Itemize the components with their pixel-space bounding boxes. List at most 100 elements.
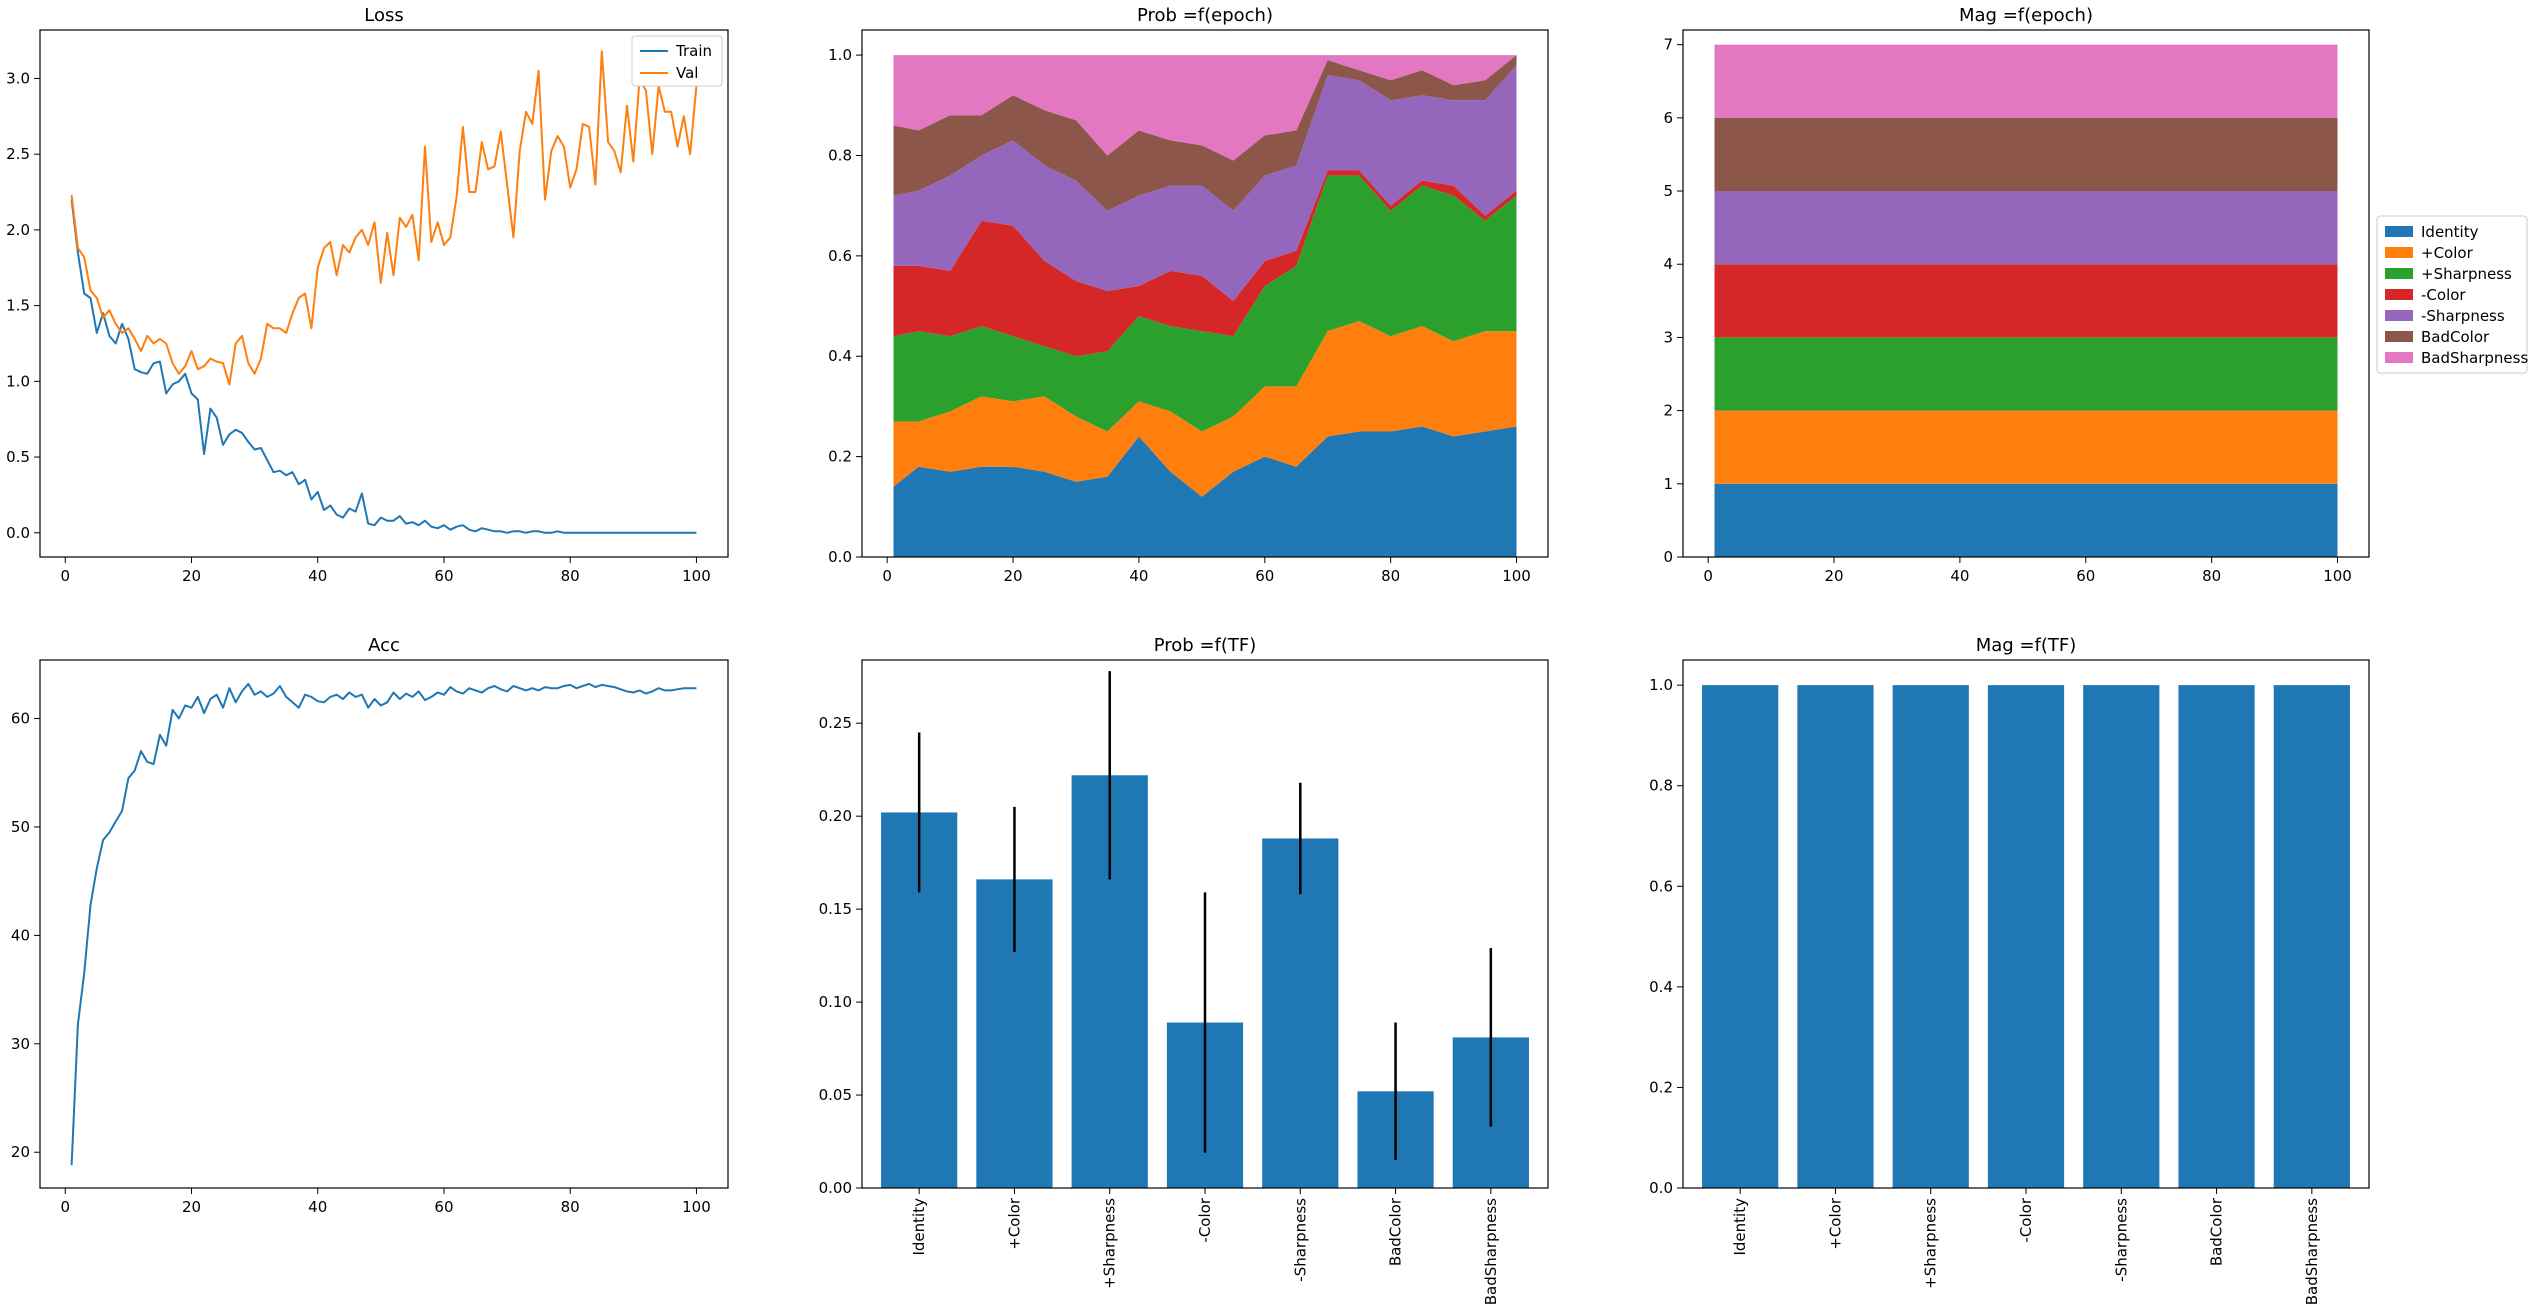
x-tick-label: 0	[60, 567, 70, 585]
chart-title: Mag =f(epoch)	[1959, 5, 2093, 26]
y-tick-label: 0.5	[6, 448, 30, 466]
area--color	[1714, 264, 2338, 338]
plot-area	[881, 671, 1529, 1188]
y-tick-label: 0.4	[828, 347, 852, 365]
legend-box	[2376, 215, 2528, 374]
bar--color	[1987, 685, 2065, 1188]
x-tick-label: 100	[1502, 567, 1531, 585]
bar--sharpness	[2083, 685, 2160, 1188]
x-tick-label: +Sharpness	[1101, 1198, 1119, 1289]
x-tick-label: 40	[1129, 567, 1148, 585]
y-tick-label: 7	[1663, 36, 1673, 54]
legend-label: Val	[676, 64, 698, 82]
y-tick-label: 6	[1663, 109, 1673, 127]
y-tick-label: 5	[1663, 182, 1673, 200]
y-tick-label: 1	[1663, 475, 1673, 493]
x-tick-label: 80	[2202, 567, 2221, 585]
x-tick-label: 100	[2323, 567, 2352, 585]
legend: Train Val	[631, 35, 723, 87]
area-+color	[893, 321, 1517, 497]
axes-frame	[39, 29, 729, 558]
area--color	[893, 170, 1517, 357]
legend-swatch	[2385, 310, 2413, 321]
chart-1: 0.0 0.5 1.0 1.5 2.0 2.5 3.0 Loss 0 20 40 60 80 100 Tra…	[6, 5, 729, 585]
x-tick-label: 80	[1381, 567, 1400, 585]
y-tick-label: 30	[11, 1035, 30, 1053]
legend-label: -Sharpness	[2421, 307, 2505, 325]
legend-label: Identity	[2421, 223, 2479, 241]
area-badsharpness	[1714, 44, 2338, 118]
y-tick-label: 0.25	[819, 714, 852, 732]
legend-label: +Color	[2421, 244, 2474, 262]
y-tick-label: 20	[11, 1143, 30, 1161]
y-tick-label: 0.6	[828, 247, 852, 265]
chart-4: 20 30 40 50 60 Acc 0 20 40 60 80 100	[11, 635, 729, 1216]
x-tick-label: 20	[1003, 567, 1022, 585]
chart-5: 0.00 0.05 0.10 0.15 0.20 0.25 Prob =f(TF) Ident…	[819, 635, 1549, 1305]
chart-title: Prob =f(TF)	[1154, 635, 1257, 656]
x-tick-label: BadColor	[2208, 1197, 2226, 1266]
x-tick-label: 40	[308, 1198, 327, 1216]
y-tick-label: 3.0	[6, 69, 30, 87]
y-tick-label: 2.5	[6, 145, 30, 163]
x-tick-label: 0	[60, 1198, 70, 1216]
y-tick-label: 1.5	[6, 297, 30, 315]
x-tick-label: 20	[1824, 567, 1843, 585]
bar-badcolor	[2178, 685, 2255, 1188]
y-tick-label: 0.20	[819, 807, 852, 825]
chart-title: Loss	[364, 5, 403, 26]
y-tick-label: 1.0	[828, 46, 852, 64]
x-tick-label: 80	[561, 567, 580, 585]
chart-3: 0 1 2 3 4 5 6 7 Mag =f(epoch) 0 20 40 60 80 100 Identit…	[1663, 5, 2528, 585]
legend-label: Train	[675, 42, 712, 60]
chart-2: 0.0 0.2 0.4 0.6 0.8 1.0 Prob =f(epoch) 0 20 40 60 8…	[828, 5, 1549, 585]
x-tick-label: +Color	[1826, 1197, 1844, 1250]
bar--sharpness	[1262, 838, 1339, 1188]
area--sharpness	[893, 65, 1517, 301]
axes-frame	[39, 659, 729, 1189]
legend-swatch	[2385, 226, 2413, 237]
x-tick-label: 60	[2076, 567, 2095, 585]
x-tick-label: 60	[1255, 567, 1274, 585]
series-line-val	[70, 50, 698, 386]
y-tick-label: 4	[1663, 255, 1673, 273]
y-tick-label: 0.8	[1649, 777, 1673, 795]
x-tick-label: Identity	[1731, 1198, 1749, 1256]
y-tick-label: 0.8	[828, 146, 852, 164]
x-tick-label: BadColor	[1387, 1197, 1405, 1266]
area-badcolor	[893, 55, 1517, 211]
x-tick-label: 100	[682, 567, 711, 585]
legend: Identity +Color +Sharpness -Color -Sharpness…	[2376, 215, 2528, 374]
y-tick-label: 3	[1663, 328, 1673, 346]
y-tick-label: 0.4	[1649, 978, 1673, 996]
legend-label: +Sharpness	[2421, 265, 2512, 283]
y-tick-label: 0.15	[819, 900, 852, 918]
legend-swatch	[2385, 352, 2413, 363]
area-+sharpness	[1714, 337, 2338, 411]
bar-+color	[1797, 685, 1874, 1188]
area-+color	[1714, 410, 2338, 484]
axes-frame	[1682, 29, 2370, 558]
bar-+sharpness	[1892, 685, 1969, 1188]
plot-area	[1702, 685, 2350, 1188]
legend-swatch	[2385, 247, 2413, 258]
y-tick-label: 0.2	[828, 448, 852, 466]
legend-label: BadColor	[2421, 328, 2490, 346]
x-tick-label: 20	[182, 567, 201, 585]
x-tick-label: 40	[308, 567, 327, 585]
legend-swatch	[2385, 331, 2413, 342]
axes-frame	[861, 659, 1549, 1189]
y-tick-label: 1.0	[1649, 676, 1673, 694]
x-tick-label: Identity	[910, 1198, 928, 1256]
chart-title: Prob =f(epoch)	[1137, 5, 1273, 26]
x-tick-label: 0	[1703, 567, 1713, 585]
x-tick-label: 100	[682, 1198, 711, 1216]
x-tick-label: -Sharpness	[1291, 1198, 1309, 1282]
series-line-train	[70, 199, 697, 534]
bar-identity	[1702, 685, 1779, 1188]
series-line-1	[70, 682, 697, 1166]
y-tick-label: 2	[1663, 402, 1673, 420]
axes-frame	[1682, 659, 2370, 1189]
x-tick-label: 60	[434, 567, 453, 585]
